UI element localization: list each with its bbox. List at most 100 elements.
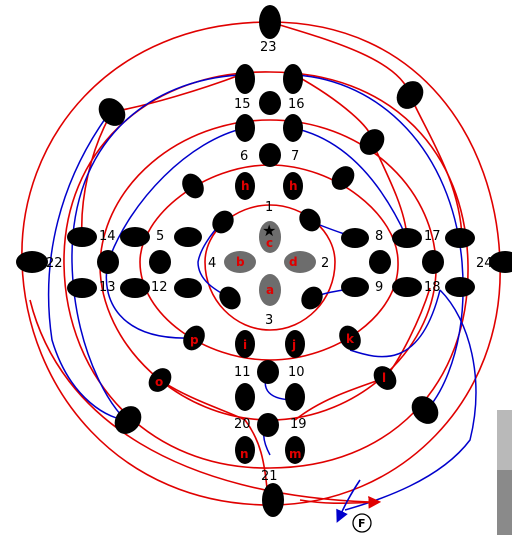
- node-18b: [445, 277, 475, 297]
- center-nodes: [224, 221, 316, 306]
- node-11: [257, 360, 279, 384]
- node-d: [284, 251, 316, 273]
- node-14a: [67, 227, 97, 247]
- node-inner-tr: [299, 208, 321, 232]
- finish-label: F: [358, 517, 366, 530]
- node-tr-outer: [396, 81, 424, 109]
- label-5: 5: [156, 229, 164, 244]
- label-22: 22: [46, 256, 63, 271]
- star-marker: ★: [262, 221, 276, 240]
- node-15a: [235, 64, 255, 94]
- label-i: i: [243, 338, 247, 352]
- label-8: 8: [375, 229, 383, 244]
- node-9a: [341, 277, 369, 297]
- node-12b: [174, 278, 202, 298]
- label-h-left: h: [241, 179, 250, 193]
- node-16a: [283, 64, 303, 94]
- label-18: 18: [424, 280, 441, 295]
- node-j: [285, 330, 305, 358]
- node-17a: [392, 228, 422, 248]
- blue-exit-arrow: [336, 479, 361, 523]
- label-9: 9: [375, 280, 383, 295]
- node-b: [224, 251, 256, 273]
- node-5a: [120, 227, 150, 247]
- node-m: [285, 436, 305, 464]
- label-o: o: [155, 375, 163, 389]
- node-l: [373, 366, 397, 390]
- node-inner-tl: [212, 210, 234, 234]
- node-inner-bl: [219, 286, 241, 310]
- node-23: [259, 5, 281, 39]
- label-17: 17: [424, 229, 441, 244]
- node-tr-mid: [359, 129, 385, 155]
- node-8a: [341, 228, 369, 248]
- node-22: [16, 251, 48, 273]
- finish-marker: F: [352, 513, 372, 533]
- node-6a: [235, 114, 255, 142]
- label-b: b: [236, 255, 245, 269]
- label-16: 16: [288, 97, 305, 112]
- label-p: p: [190, 333, 199, 347]
- node-24: [489, 251, 512, 273]
- label-d: d: [289, 255, 298, 269]
- label-h-right: h: [289, 179, 298, 193]
- node-c: [259, 221, 281, 253]
- red-exit-arrow: [299, 495, 382, 509]
- node-7a: [283, 114, 303, 142]
- node-n: [235, 436, 255, 464]
- node-h-left: [235, 172, 255, 200]
- blue-paths: [47, 74, 477, 511]
- node-k: [339, 325, 361, 351]
- label-c: c: [266, 236, 273, 250]
- nodes: [16, 5, 512, 517]
- node-h-tr: [331, 166, 355, 190]
- label-14: 14: [99, 229, 116, 244]
- label-m: m: [289, 447, 302, 461]
- node-18a: [392, 277, 422, 297]
- label-2: 2: [321, 256, 329, 271]
- label-23: 23: [260, 40, 277, 55]
- node-10: [285, 383, 305, 411]
- node-14b: [97, 250, 119, 274]
- label-19: 19: [290, 417, 307, 432]
- label-4: 4: [208, 256, 216, 271]
- label-k: k: [346, 332, 355, 346]
- label-13: 13: [99, 280, 116, 295]
- label-24: 24: [476, 256, 493, 271]
- node-tl-outer: [98, 98, 126, 126]
- node-11b: [235, 383, 255, 411]
- node-5b: [149, 250, 171, 274]
- label-15: 15: [234, 97, 251, 112]
- node-8b: [369, 250, 391, 274]
- label-10: 10: [288, 365, 305, 380]
- label-l: l: [382, 371, 386, 385]
- node-o: [148, 368, 172, 392]
- node-15: [259, 91, 281, 115]
- label-21: 21: [261, 469, 278, 484]
- node-i: [235, 330, 255, 358]
- node-p: [183, 325, 205, 351]
- node-h-tl: [182, 173, 204, 199]
- node-br-outer: [411, 396, 439, 424]
- label-n: n: [240, 447, 249, 461]
- letter-labels: a b c d h h i j k l m n o p: [155, 179, 386, 461]
- node-12a: [120, 278, 150, 298]
- label-a: a: [266, 283, 274, 297]
- node-17b: [422, 250, 444, 274]
- label-11: 11: [234, 365, 251, 380]
- label-3: 3: [265, 313, 273, 328]
- number-labels: 1 2 3 4 5 6 7 8 9 10 11 12 13 14 15 16 1…: [46, 40, 493, 484]
- label-j: j: [291, 338, 296, 352]
- label-12: 12: [151, 280, 168, 295]
- label-6: 6: [240, 149, 248, 164]
- node-a: [259, 274, 281, 306]
- label-20: 20: [234, 417, 251, 432]
- label-1: 1: [265, 200, 273, 215]
- node-13a: [67, 278, 97, 298]
- node-h-right: [283, 172, 303, 200]
- node-17c: [445, 228, 475, 248]
- node-5c: [174, 227, 202, 247]
- node-6: [259, 143, 281, 167]
- node-21: [262, 483, 284, 517]
